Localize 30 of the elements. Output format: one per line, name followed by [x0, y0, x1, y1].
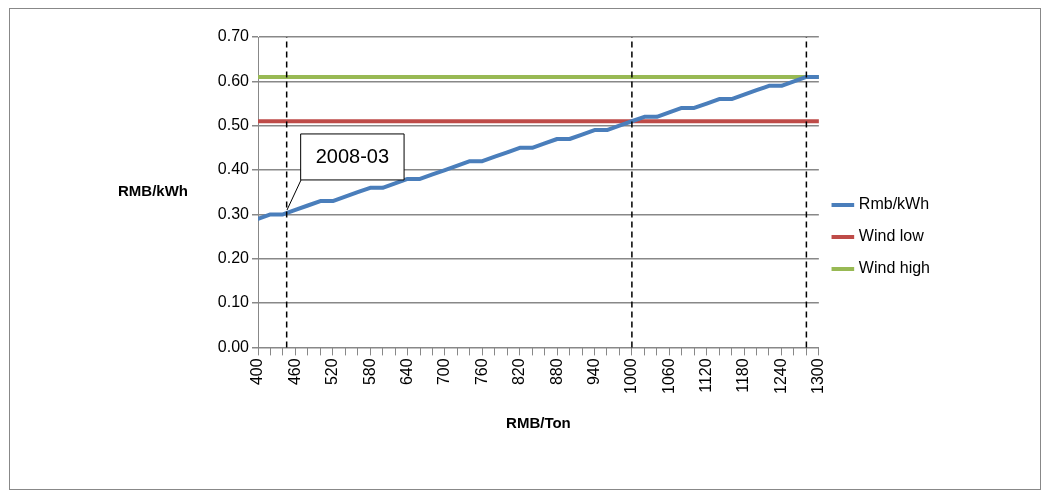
x-tick-label: 760 [472, 358, 490, 386]
x-tick-label: 640 [397, 358, 415, 386]
legend-label: Wind low [858, 227, 925, 245]
x-tick-label: 880 [547, 358, 565, 386]
x-tick-label: 1300 [809, 358, 827, 394]
x-tick-label: 460 [285, 358, 303, 386]
annotation: 2008-03 [315, 145, 390, 168]
x-tick-label: 1120 [697, 358, 715, 393]
x-axis-title: RMB/Ton [506, 414, 571, 432]
y-tick-label: 0.40 [217, 160, 250, 178]
x-tick-label: 820 [510, 358, 528, 386]
x-tick-label: 580 [360, 358, 378, 386]
x-tick-label: 1180 [734, 358, 752, 393]
legend-label: Rmb/kWh [858, 195, 930, 213]
x-tick-label: 1060 [659, 358, 677, 394]
y-tick-label: 0.10 [217, 293, 250, 311]
x-tick-label: 700 [435, 358, 453, 386]
y-tick-label: 0.70 [217, 27, 250, 45]
x-tick-label: 1000 [622, 358, 640, 394]
x-tick-label: 520 [323, 358, 341, 386]
y-axis-title: RMB/kWh [118, 182, 188, 200]
y-tick-label: 0.20 [217, 249, 250, 267]
y-tick-label: 0.30 [217, 204, 250, 222]
y-tick-label: 0.60 [217, 71, 250, 89]
legend-label: Wind high [858, 259, 931, 277]
x-tick-label: 1240 [771, 358, 789, 394]
x-tick-label: 940 [584, 358, 602, 386]
y-tick-label: 0.50 [217, 116, 250, 134]
y-tick-label: 0.00 [217, 337, 250, 355]
x-tick-label: 400 [248, 358, 266, 386]
